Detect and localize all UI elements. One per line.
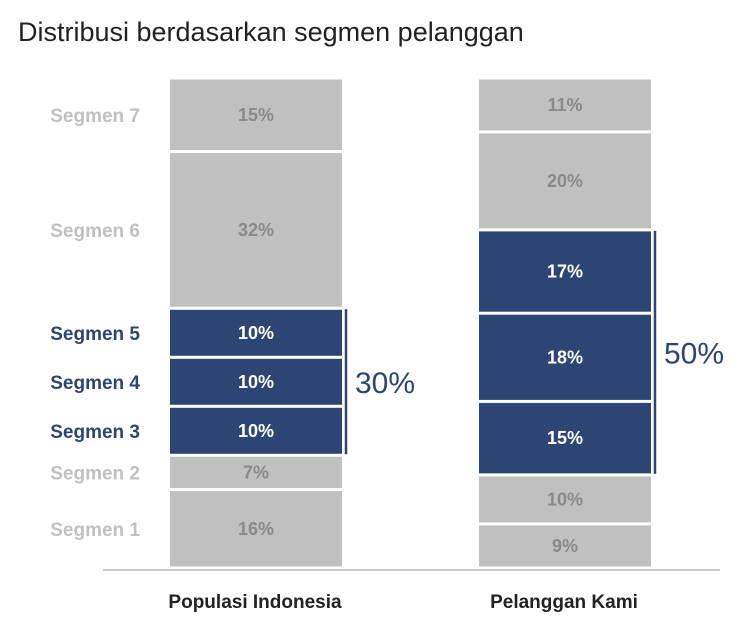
value-label-pelanggan-kami-segmen-3: 15%: [547, 428, 583, 448]
value-label-populasi-indonesia-segmen-5: 10%: [238, 323, 274, 343]
segment-label-segmen-1: Segmen 1: [50, 520, 140, 541]
segment-label-segmen-5: Segmen 5: [50, 324, 140, 345]
category-labels-group: Populasi Indonesia Pelanggan Kami: [168, 592, 637, 613]
segment-label-segmen-7: Segmen 7: [50, 106, 140, 127]
bar-populasi-indonesia-segmen-5: [170, 309, 342, 356]
segment-label-segmen-3: Segmen 3: [50, 422, 140, 443]
value-label-pelanggan-kami-segmen-2: 10%: [547, 489, 583, 509]
chart-title: Distribusi berdasarkan segmen pelanggan: [18, 17, 524, 47]
value-label-populasi-indonesia-segmen-2: 7%: [243, 462, 269, 482]
bar-populasi-indonesia-segmen-7: [170, 79, 342, 150]
segment-labels-group: Segmen 1 Segmen 2 Segmen 3 Segmen 4 Segmen 5…: [50, 106, 140, 541]
segment-label-segmen-4: Segmen 4: [50, 373, 140, 394]
value-label-pelanggan-kami-segmen-1: 9%: [552, 536, 578, 556]
value-label-pelanggan-kami-segmen-4: 18%: [547, 347, 583, 367]
bar-populasi-indonesia-segmen-4: [170, 358, 342, 405]
bar-pelanggan-kami-segmen-1: [479, 525, 651, 567]
segment-label-segmen-6: Segmen 6: [50, 221, 140, 242]
bar-populasi-indonesia-segmen-3: [170, 407, 342, 454]
value-label-pelanggan-kami-segmen-5: 17%: [547, 262, 583, 282]
bracket-label-pelanggan-kami: 50%: [664, 337, 724, 370]
bars-group: 16% 7% 10% 10% 10% 32% 15% 9% 10% 15% 18% 17% 20% 11%: [170, 79, 651, 567]
bar-populasi-indonesia-segmen-6: [170, 153, 342, 307]
bar-populasi-indonesia-segmen-1: [170, 491, 342, 567]
value-label-pelanggan-kami-segmen-6: 20%: [547, 171, 583, 191]
brackets-group: 30% 50%: [344, 230, 724, 474]
value-label-populasi-indonesia-segmen-4: 10%: [238, 372, 274, 392]
bar-populasi-indonesia-segmen-2: [170, 456, 342, 489]
bracket-label-populasi-indonesia: 30%: [355, 367, 415, 400]
segment-label-segmen-2: Segmen 2: [50, 463, 140, 484]
bar-pelanggan-kami-segmen-2: [479, 476, 651, 523]
bar-pelanggan-kami-segmen-7: [479, 79, 651, 131]
value-label-populasi-indonesia-segmen-3: 10%: [238, 421, 274, 441]
value-label-populasi-indonesia-segmen-1: 16%: [238, 519, 274, 539]
value-label-populasi-indonesia-segmen-6: 32%: [238, 220, 274, 240]
category-label-pelanggan-kami: Pelanggan Kami: [490, 592, 638, 613]
bar-pelanggan-kami-segmen-6: [479, 133, 651, 229]
bar-pelanggan-kami-segmen-5: [479, 231, 651, 312]
value-label-pelanggan-kami-segmen-7: 11%: [547, 95, 582, 115]
value-label-populasi-indonesia-segmen-7: 15%: [238, 105, 274, 125]
bar-pelanggan-kami-segmen-4: [479, 314, 651, 400]
category-label-populasi-indonesia: Populasi Indonesia: [168, 592, 342, 613]
bar-pelanggan-kami-segmen-3: [479, 402, 651, 474]
